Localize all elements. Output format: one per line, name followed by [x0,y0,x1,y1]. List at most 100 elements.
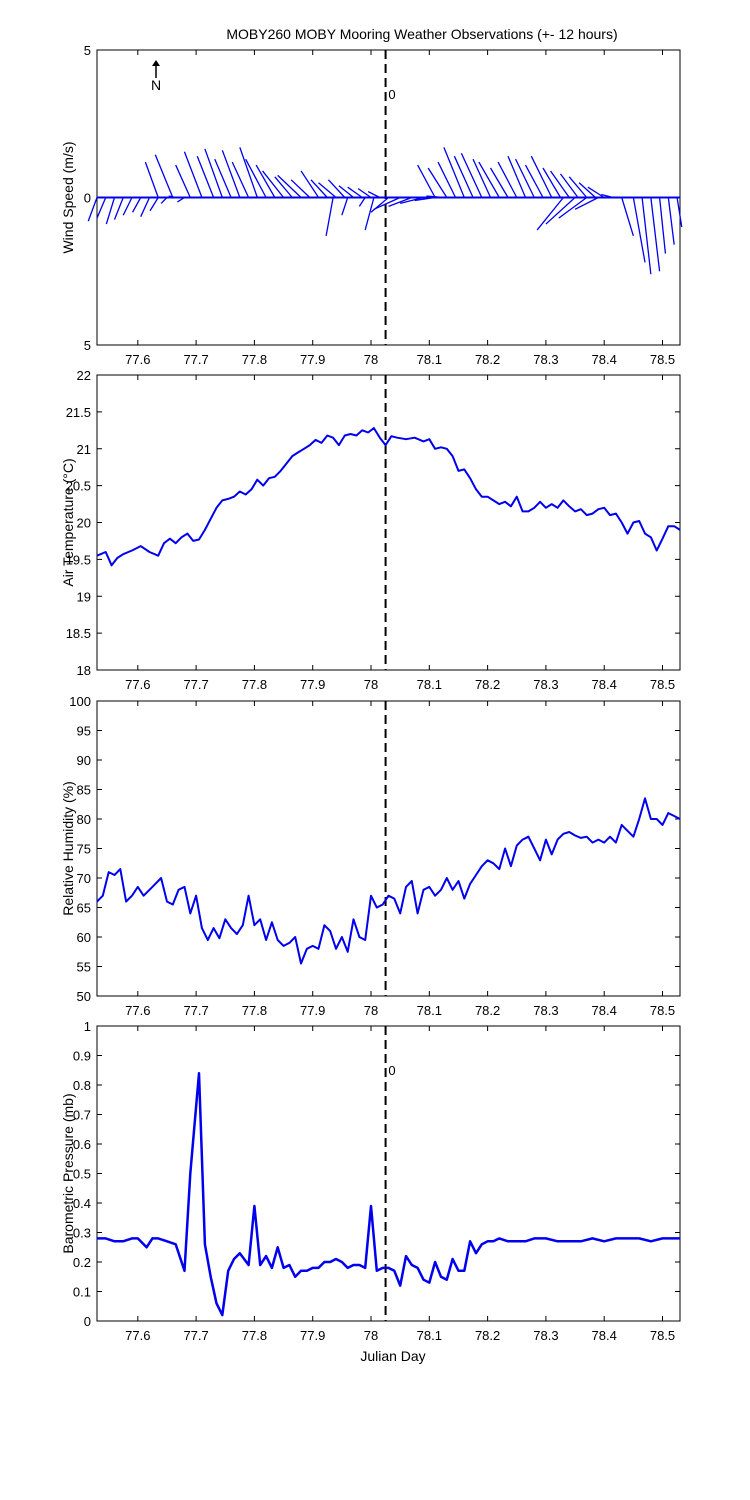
x-tick-label: 78 [364,1003,378,1018]
panel-1: 77.6 77.7 77.8 77.9 78 78.1 78.2 78.3 78.4 78.5 5 0… [60,43,683,367]
y-tick-label: 19 [77,589,91,604]
y-tick-label: 0.3 [73,1226,91,1241]
y-tick-label: 0.5 [73,1167,91,1182]
y-tick-label: 0.2 [73,1255,91,1270]
wind-vector [530,155,553,198]
wind-vector [478,161,500,198]
event-label: 0 [388,1063,395,1078]
x-tick-label: 78.5 [650,677,675,692]
wind-vector [460,152,483,198]
x-tick-label: 77.9 [300,352,325,367]
y-tick-label: 0 [84,191,91,206]
event-label: 0 [388,87,395,102]
axes-box [96,700,681,997]
y-tick-label: 0.1 [73,1285,91,1300]
x-tick-label: 78.4 [592,1328,617,1343]
wind-vector [183,151,203,198]
wind-vector [160,197,168,204]
y-tick-label: 0.8 [73,1078,91,1093]
x-tick-label: 77.7 [183,352,208,367]
north-arrow-head-icon [152,60,160,66]
wind-vector [373,196,401,210]
wind-vector [338,185,354,199]
x-tick-label: 77.7 [183,677,208,692]
wind-vector [497,161,518,198]
y-tick-label: 75 [77,842,91,857]
wind-vector [122,197,133,216]
wind-vector [400,196,424,205]
y-tick-label: 0.9 [73,1049,91,1064]
x-tick-label: 77.9 [300,677,325,692]
panel-4: 77.6 77.7 77.8 77.9 78 78.1 78.2 78.3 78.4 78.5 0 0… [60,1019,681,1343]
y-tick-label: 19.5 [66,552,91,567]
y-tick-label: 5 [84,338,91,353]
y-tick-label: 90 [77,753,91,768]
wind-vector [221,150,241,198]
wind-vector [204,148,223,198]
wind-vector [290,179,311,198]
y-axis-label: Air Temperature (°C) [60,458,76,586]
y-tick-label: 55 [77,960,91,975]
wind-vector [262,170,285,198]
wind-vector [601,193,614,199]
x-axis-label: Julian Day [360,1348,425,1364]
x-tick-label: 77.9 [300,1328,325,1343]
wind-vector [144,161,159,198]
wind-vector [255,164,276,198]
wind-vector [214,158,232,198]
panel-3: 77.6 77.7 77.8 77.9 78 78.1 78.2 78.3 78.4 78.5 50… [60,694,681,1018]
x-tick-label: 77.6 [125,1328,150,1343]
y-tick-label: 70 [77,871,91,886]
wind-vector [550,170,570,198]
y-tick-label: 85 [77,783,91,798]
series-line [96,427,681,567]
x-tick-label: 78.1 [417,1003,442,1018]
wind-vector [364,197,375,231]
wind-vector [175,164,191,198]
wind-vector [277,174,302,198]
y-tick-label: 18 [77,663,91,678]
x-tick-label: 78.3 [533,677,558,692]
wind-vector [300,170,320,198]
x-tick-label: 78.2 [475,1003,500,1018]
wind-vector [245,158,267,198]
wind-vector [472,158,492,198]
series-line [96,797,681,965]
x-tick-label: 77.8 [242,677,267,692]
wind-vector [578,182,596,198]
wind-vector [437,161,457,198]
wind-vector [574,196,599,210]
wind-vector [545,197,576,225]
y-tick-label: 22 [77,368,91,383]
wind-vector [105,197,116,225]
wind-vector [414,196,436,202]
y-axis-label: Wind Speed (m/s) [60,141,76,253]
x-tick-label: 78.1 [417,1328,442,1343]
wind-vector [658,197,667,254]
wind-vector [327,179,346,198]
x-tick-label: 77.7 [183,1003,208,1018]
x-tick-label: 78.1 [417,352,442,367]
x-tick-label: 78 [364,1328,378,1343]
wind-vector [641,197,652,275]
wind-vector [113,197,124,220]
wind-vector [558,196,588,219]
wind-vector [367,191,381,199]
x-tick-label: 78 [364,677,378,692]
wind-vector [87,197,98,222]
x-tick-label: 77.6 [125,1003,150,1018]
wind-vector [149,197,159,212]
wind-vector [274,176,293,198]
x-tick-label: 77.6 [125,352,150,367]
y-tick-label: 95 [77,724,91,739]
y-tick-label: 20.5 [66,479,91,494]
wind-vector [536,197,564,231]
x-tick-label: 78.5 [650,1003,675,1018]
wind-vector [347,186,363,199]
y-tick-label: 60 [77,930,91,945]
panel-2: 77.6 77.7 77.8 77.9 78 78.1 78.2 78.3 78.4 78.5 18… [60,368,681,692]
series-line [97,1071,680,1317]
x-tick-label: 77.8 [242,1328,267,1343]
y-tick-label: 1 [84,1019,91,1034]
